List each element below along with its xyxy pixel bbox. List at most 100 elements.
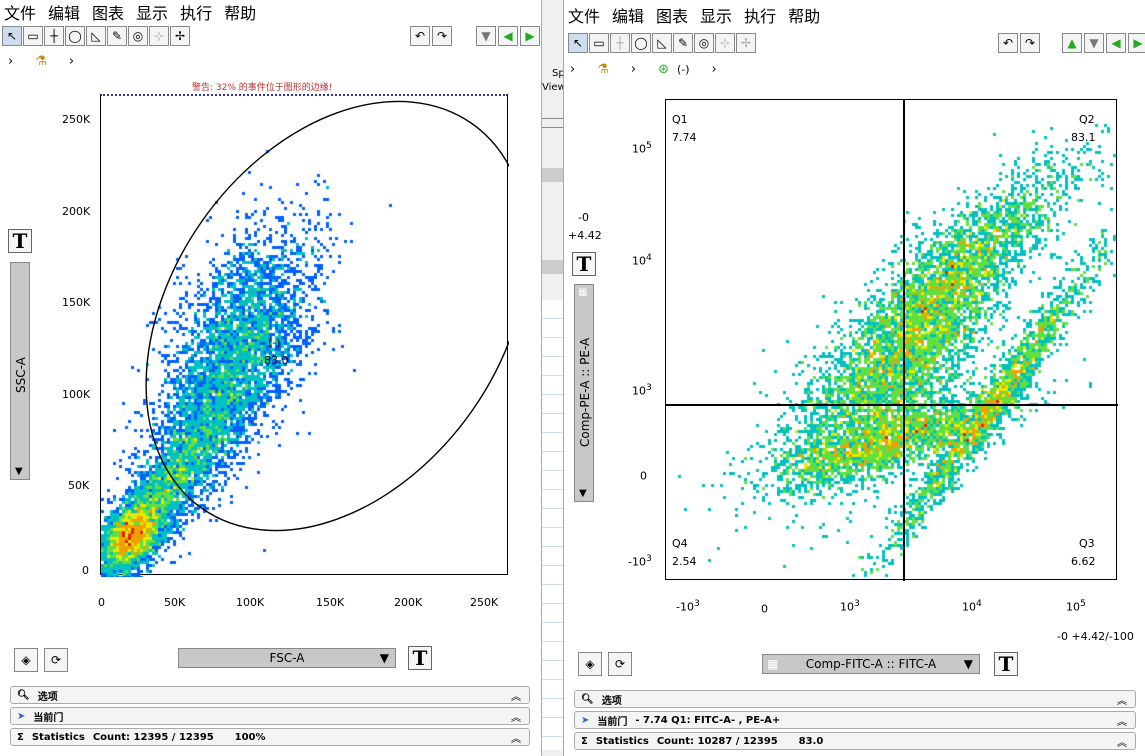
layer-cube-icon[interactable]: ◈ bbox=[578, 652, 602, 676]
collapse-icon[interactable]: ︽ bbox=[511, 712, 521, 724]
gate-arrow-icon: ➤ bbox=[17, 710, 26, 722]
text-annotation-button-y[interactable]: T bbox=[572, 252, 596, 276]
y-tick: 0 bbox=[640, 469, 647, 483]
menu-help[interactable]: 帮助 bbox=[788, 7, 821, 26]
chevron-right-icon[interactable]: › bbox=[711, 62, 717, 77]
freehand-gate-icon[interactable]: ✎ bbox=[107, 26, 127, 46]
statistics-panel[interactable]: Σ Statistics Count: 12395 / 12395 100% ︽ bbox=[10, 728, 530, 746]
gate-name-label: (-) bbox=[268, 336, 281, 349]
prev-icon[interactable]: ◀ bbox=[498, 26, 518, 46]
options-label: 选项 bbox=[601, 695, 622, 707]
tube-icon[interactable]: ⚗ bbox=[597, 62, 609, 77]
rectangle-gate-icon[interactable]: ▭ bbox=[589, 33, 609, 53]
menu-chart[interactable]: 图表 bbox=[656, 7, 689, 26]
menu-file[interactable]: 文件 bbox=[4, 4, 37, 23]
menu-edit[interactable]: 编辑 bbox=[612, 7, 645, 26]
menu-file[interactable]: 文件 bbox=[568, 7, 601, 26]
spider-gate-icon[interactable]: ⊹ bbox=[149, 26, 169, 46]
next-icon[interactable]: ▶ bbox=[1128, 33, 1145, 53]
breadcrumb-gate[interactable]: (-) bbox=[676, 63, 690, 76]
pointer-icon[interactable]: ↖ bbox=[2, 26, 22, 46]
current-gate-panel[interactable]: ➤ 当前门 ︽ bbox=[10, 707, 530, 725]
chevron-right-icon[interactable]: › bbox=[570, 62, 576, 77]
crosshair-icon[interactable]: ┼ bbox=[44, 26, 64, 46]
x-tick: -103 bbox=[676, 598, 700, 614]
chevron-right-icon[interactable]: › bbox=[630, 62, 637, 77]
chevron-right-icon[interactable]: › bbox=[68, 54, 75, 69]
forward-icon[interactable]: ↷ bbox=[432, 26, 452, 46]
current-gate-panel[interactable]: ➤ 当前门 - 7.74 Q1: FITC-A- , PE-A+ ︽ bbox=[574, 711, 1136, 729]
menu-run[interactable]: 执行 bbox=[744, 7, 777, 26]
text-annotation-button-y[interactable]: T bbox=[8, 229, 32, 253]
quadrant-q4-name: Q4 bbox=[672, 537, 688, 550]
back-icon[interactable]: ↶ bbox=[410, 26, 430, 46]
eye-icon[interactable]: ◎ bbox=[128, 26, 148, 46]
crosshair-icon[interactable]: ┼ bbox=[610, 33, 630, 53]
text-annotation-button-x[interactable]: T bbox=[994, 652, 1018, 676]
menu-chart[interactable]: 图表 bbox=[92, 4, 125, 23]
polygon-gate-icon[interactable]: ◺ bbox=[652, 33, 672, 53]
menu-edit[interactable]: 编辑 bbox=[48, 4, 81, 23]
eye-icon[interactable]: ◎ bbox=[694, 33, 714, 53]
collapse-icon[interactable]: ︽ bbox=[1117, 737, 1127, 749]
refresh-icon[interactable]: ⟳ bbox=[608, 652, 632, 676]
spider-gate-icon[interactable]: ⊹ bbox=[715, 33, 735, 53]
x-param-dropdown[interactable]: ▦ Comp-FITC-A :: FITC-A ▼ bbox=[762, 654, 980, 674]
edge-warning: 警告: 32% 的事件位于图形的边缘! bbox=[192, 83, 333, 93]
x-tick: 50K bbox=[164, 596, 186, 609]
background-tab-label: View bbox=[542, 82, 566, 93]
menu-help[interactable]: 帮助 bbox=[224, 4, 257, 23]
menu-view[interactable]: 显示 bbox=[700, 7, 733, 26]
ellipse-gate[interactable] bbox=[101, 96, 509, 577]
next-icon[interactable]: ▶ bbox=[520, 26, 540, 46]
background-tab-label: Sp bbox=[552, 68, 565, 79]
rectangle-gate-icon[interactable]: ▭ bbox=[23, 26, 43, 46]
statistics-count: Count: 12395 / 12395 100% bbox=[92, 731, 266, 743]
ellipse-gate-icon[interactable]: ◯ bbox=[65, 26, 85, 46]
chevron-right-icon[interactable]: › bbox=[8, 54, 14, 69]
y-param-label: Comp-PE-A :: PE-A bbox=[578, 337, 592, 447]
ellipse-gate-icon[interactable]: ◯ bbox=[631, 33, 651, 53]
divider bbox=[542, 168, 563, 182]
y-tick: 103 bbox=[632, 382, 652, 398]
options-panel[interactable]: 🔍︎ 选项 ︽ bbox=[574, 690, 1136, 708]
tube-icon[interactable]: ⚗ bbox=[35, 54, 47, 69]
statistics-panel[interactable]: Σ Statistics Count: 10287 / 12395 83.0 ︽ bbox=[574, 732, 1136, 750]
collapse-icon[interactable]: ︽ bbox=[1117, 695, 1127, 707]
x-tick: 100K bbox=[236, 596, 265, 609]
breadcrumb-right: › ⚗ › ⊛ (-) › bbox=[570, 62, 717, 77]
y-param-dropdown[interactable]: ▦ Comp-PE-A :: PE-A ▼ bbox=[574, 284, 594, 502]
gate-population-icon[interactable]: ⊛ bbox=[658, 62, 669, 77]
gate-arrow-icon: ➤ bbox=[581, 714, 590, 726]
layer-cube-icon[interactable]: ◈ bbox=[14, 648, 38, 672]
quadrant-vertical-line[interactable] bbox=[903, 100, 905, 581]
collapse-icon[interactable]: ︽ bbox=[511, 733, 521, 745]
freehand-gate-icon[interactable]: ✎ bbox=[673, 33, 693, 53]
refresh-icon[interactable]: ⟳ bbox=[44, 648, 68, 672]
collapse-icon[interactable]: ︽ bbox=[1117, 716, 1127, 728]
collapse-icon[interactable]: ︽ bbox=[511, 691, 521, 703]
scatter-plot-right[interactable]: Q1 7.74 Q2 83.1 Q3 6.62 Q4 2.54 bbox=[665, 99, 1118, 581]
triangle-up-icon[interactable]: ▲ bbox=[1062, 33, 1082, 53]
y-tick: 150K bbox=[62, 296, 91, 309]
scatter-plot-left[interactable]: (-) 83.0 bbox=[100, 94, 509, 577]
search-icon: 🔍︎ bbox=[17, 689, 30, 701]
pointer-icon[interactable]: ↖ bbox=[568, 33, 588, 53]
quadrant-horizontal-line[interactable] bbox=[666, 404, 1118, 406]
back-icon[interactable]: ↶ bbox=[998, 33, 1018, 53]
options-panel[interactable]: 🔍︎ 选项 ︽ bbox=[10, 686, 530, 704]
quad-gate-icon[interactable]: ✢ bbox=[736, 33, 756, 53]
polygon-gate-icon[interactable]: ◺ bbox=[86, 26, 106, 46]
triangle-down-icon[interactable]: ▼ bbox=[476, 26, 496, 46]
menu-run[interactable]: 执行 bbox=[180, 4, 213, 23]
x-param-label: Comp-FITC-A :: FITC-A bbox=[805, 657, 937, 671]
y-param-dropdown[interactable]: SSC-A ▼ bbox=[10, 262, 30, 480]
forward-icon[interactable]: ↷ bbox=[1020, 33, 1040, 53]
x-param-dropdown[interactable]: FSC-A ▼ bbox=[178, 648, 396, 668]
quad-gate-icon[interactable]: ✢ bbox=[170, 26, 190, 46]
text-annotation-button-x[interactable]: T bbox=[408, 646, 432, 670]
menu-view[interactable]: 显示 bbox=[136, 4, 169, 23]
triangle-down-icon[interactable]: ▼ bbox=[1084, 33, 1104, 53]
gate-value-label: 83.0 bbox=[264, 354, 289, 367]
prev-icon[interactable]: ◀ bbox=[1106, 33, 1126, 53]
